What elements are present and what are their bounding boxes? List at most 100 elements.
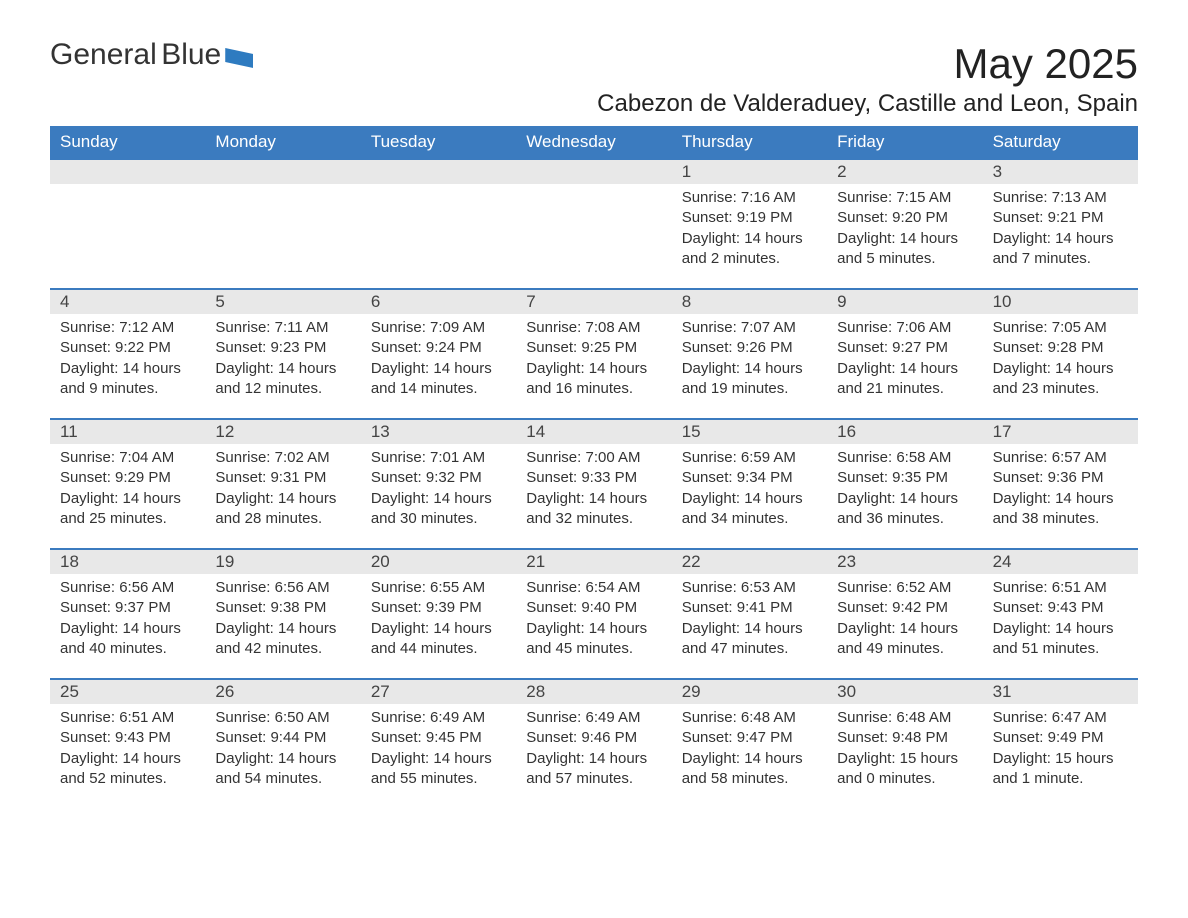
day-cell: 4Sunrise: 7:12 AMSunset: 9:22 PMDaylight… [50, 290, 205, 418]
sunrise-text: Sunrise: 6:56 AM [215, 578, 350, 598]
daylight-text: Daylight: 14 hours and 7 minutes. [993, 229, 1128, 270]
day-number: 22 [672, 550, 827, 574]
sunset-text: Sunset: 9:46 PM [526, 728, 661, 748]
sunset-text: Sunset: 9:44 PM [215, 728, 350, 748]
sunrise-text: Sunrise: 6:51 AM [60, 708, 195, 728]
day-number [50, 160, 205, 184]
day-cell: 26Sunrise: 6:50 AMSunset: 9:44 PMDayligh… [205, 680, 360, 808]
day-cell: 1Sunrise: 7:16 AMSunset: 9:19 PMDaylight… [672, 160, 827, 288]
sunset-text: Sunset: 9:42 PM [837, 598, 972, 618]
day-body: Sunrise: 7:05 AMSunset: 9:28 PMDaylight:… [983, 314, 1138, 405]
daylight-text: Daylight: 14 hours and 25 minutes. [60, 489, 195, 530]
sunset-text: Sunset: 9:49 PM [993, 728, 1128, 748]
day-cell: 13Sunrise: 7:01 AMSunset: 9:32 PMDayligh… [361, 420, 516, 548]
sunset-text: Sunset: 9:41 PM [682, 598, 817, 618]
daylight-text: Daylight: 14 hours and 30 minutes. [371, 489, 506, 530]
sunrise-text: Sunrise: 6:57 AM [993, 448, 1128, 468]
day-body: Sunrise: 7:11 AMSunset: 9:23 PMDaylight:… [205, 314, 360, 405]
sunrise-text: Sunrise: 7:06 AM [837, 318, 972, 338]
day-cell: 24Sunrise: 6:51 AMSunset: 9:43 PMDayligh… [983, 550, 1138, 678]
day-number: 15 [672, 420, 827, 444]
sunset-text: Sunset: 9:25 PM [526, 338, 661, 358]
day-number [205, 160, 360, 184]
daylight-text: Daylight: 14 hours and 28 minutes. [215, 489, 350, 530]
sunrise-text: Sunrise: 6:47 AM [993, 708, 1128, 728]
sunrise-text: Sunrise: 6:48 AM [682, 708, 817, 728]
day-number: 10 [983, 290, 1138, 314]
day-body: Sunrise: 6:50 AMSunset: 9:44 PMDaylight:… [205, 704, 360, 795]
sunrise-text: Sunrise: 7:08 AM [526, 318, 661, 338]
day-number: 30 [827, 680, 982, 704]
weeks-container: 1Sunrise: 7:16 AMSunset: 9:19 PMDaylight… [50, 158, 1138, 808]
weekday-header: Saturday [983, 126, 1138, 158]
day-body: Sunrise: 6:52 AMSunset: 9:42 PMDaylight:… [827, 574, 982, 665]
daylight-text: Daylight: 14 hours and 42 minutes. [215, 619, 350, 660]
day-number: 21 [516, 550, 671, 574]
calendar: Sunday Monday Tuesday Wednesday Thursday… [50, 126, 1138, 808]
logo-flag-icon [225, 48, 253, 68]
sunrise-text: Sunrise: 6:53 AM [682, 578, 817, 598]
day-body: Sunrise: 6:51 AMSunset: 9:43 PMDaylight:… [50, 704, 205, 795]
sunrise-text: Sunrise: 7:11 AM [215, 318, 350, 338]
sunset-text: Sunset: 9:23 PM [215, 338, 350, 358]
sunset-text: Sunset: 9:37 PM [60, 598, 195, 618]
sunrise-text: Sunrise: 7:07 AM [682, 318, 817, 338]
day-number: 11 [50, 420, 205, 444]
day-cell: 2Sunrise: 7:15 AMSunset: 9:20 PMDaylight… [827, 160, 982, 288]
daylight-text: Daylight: 14 hours and 55 minutes. [371, 749, 506, 790]
day-cell: 31Sunrise: 6:47 AMSunset: 9:49 PMDayligh… [983, 680, 1138, 808]
day-number [361, 160, 516, 184]
day-cell: 28Sunrise: 6:49 AMSunset: 9:46 PMDayligh… [516, 680, 671, 808]
sunset-text: Sunset: 9:43 PM [60, 728, 195, 748]
sunset-text: Sunset: 9:43 PM [993, 598, 1128, 618]
sunrise-text: Sunrise: 7:09 AM [371, 318, 506, 338]
day-cell: 25Sunrise: 6:51 AMSunset: 9:43 PMDayligh… [50, 680, 205, 808]
day-body: Sunrise: 7:16 AMSunset: 9:19 PMDaylight:… [672, 184, 827, 275]
weekday-header: Sunday [50, 126, 205, 158]
location-subtitle: Cabezon de Valderaduey, Castille and Leo… [597, 90, 1138, 118]
weekday-header: Friday [827, 126, 982, 158]
day-body: Sunrise: 7:04 AMSunset: 9:29 PMDaylight:… [50, 444, 205, 535]
daylight-text: Daylight: 14 hours and 34 minutes. [682, 489, 817, 530]
sunset-text: Sunset: 9:40 PM [526, 598, 661, 618]
day-cell: 17Sunrise: 6:57 AMSunset: 9:36 PMDayligh… [983, 420, 1138, 548]
daylight-text: Daylight: 14 hours and 40 minutes. [60, 619, 195, 660]
day-cell [50, 160, 205, 288]
sunrise-text: Sunrise: 7:05 AM [993, 318, 1128, 338]
daylight-text: Daylight: 14 hours and 54 minutes. [215, 749, 350, 790]
weekday-header: Wednesday [516, 126, 671, 158]
day-cell: 20Sunrise: 6:55 AMSunset: 9:39 PMDayligh… [361, 550, 516, 678]
day-number: 13 [361, 420, 516, 444]
sunrise-text: Sunrise: 7:01 AM [371, 448, 506, 468]
day-number: 2 [827, 160, 982, 184]
day-cell: 23Sunrise: 6:52 AMSunset: 9:42 PMDayligh… [827, 550, 982, 678]
sunrise-text: Sunrise: 6:51 AM [993, 578, 1128, 598]
daylight-text: Daylight: 14 hours and 12 minutes. [215, 359, 350, 400]
daylight-text: Daylight: 14 hours and 49 minutes. [837, 619, 972, 660]
sunset-text: Sunset: 9:19 PM [682, 208, 817, 228]
day-body: Sunrise: 6:49 AMSunset: 9:45 PMDaylight:… [361, 704, 516, 795]
day-cell: 11Sunrise: 7:04 AMSunset: 9:29 PMDayligh… [50, 420, 205, 548]
weekday-header: Tuesday [361, 126, 516, 158]
day-number: 28 [516, 680, 671, 704]
logo-text-general: General [50, 38, 157, 71]
day-body: Sunrise: 7:12 AMSunset: 9:22 PMDaylight:… [50, 314, 205, 405]
day-number: 27 [361, 680, 516, 704]
day-cell: 21Sunrise: 6:54 AMSunset: 9:40 PMDayligh… [516, 550, 671, 678]
day-cell: 27Sunrise: 6:49 AMSunset: 9:45 PMDayligh… [361, 680, 516, 808]
sunset-text: Sunset: 9:34 PM [682, 468, 817, 488]
daylight-text: Daylight: 14 hours and 21 minutes. [837, 359, 972, 400]
week-row: 25Sunrise: 6:51 AMSunset: 9:43 PMDayligh… [50, 678, 1138, 808]
sunset-text: Sunset: 9:26 PM [682, 338, 817, 358]
daylight-text: Daylight: 15 hours and 0 minutes. [837, 749, 972, 790]
day-cell: 15Sunrise: 6:59 AMSunset: 9:34 PMDayligh… [672, 420, 827, 548]
day-cell: 30Sunrise: 6:48 AMSunset: 9:48 PMDayligh… [827, 680, 982, 808]
day-number: 19 [205, 550, 360, 574]
daylight-text: Daylight: 14 hours and 36 minutes. [837, 489, 972, 530]
sunset-text: Sunset: 9:36 PM [993, 468, 1128, 488]
sunset-text: Sunset: 9:33 PM [526, 468, 661, 488]
day-number: 4 [50, 290, 205, 314]
day-number: 16 [827, 420, 982, 444]
day-number: 29 [672, 680, 827, 704]
sunrise-text: Sunrise: 6:50 AM [215, 708, 350, 728]
